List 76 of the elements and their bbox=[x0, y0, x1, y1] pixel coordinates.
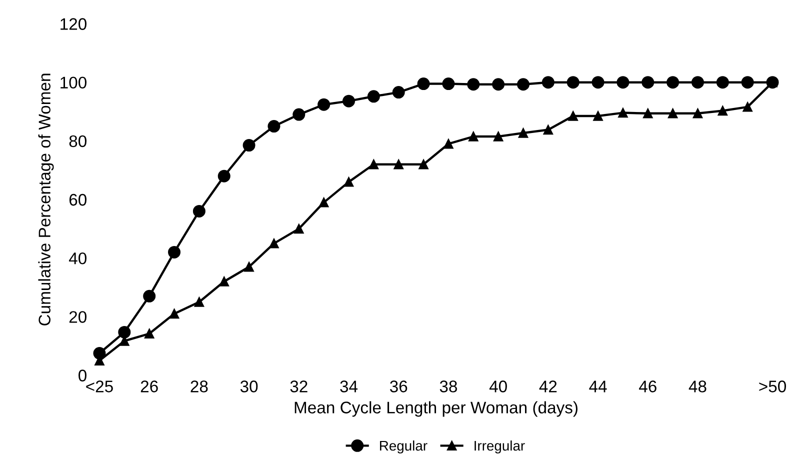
x-tick-label: 42 bbox=[539, 380, 557, 392]
point bbox=[492, 78, 505, 91]
x-tick-label: <25 bbox=[86, 380, 113, 392]
point bbox=[242, 139, 256, 152]
y-tick-label: 80 bbox=[69, 135, 86, 148]
point bbox=[144, 328, 154, 339]
point bbox=[518, 128, 528, 138]
point bbox=[543, 124, 554, 135]
point bbox=[342, 94, 356, 108]
point bbox=[268, 120, 280, 133]
point bbox=[516, 78, 530, 91]
point bbox=[566, 76, 580, 89]
point bbox=[618, 108, 628, 118]
y-tick-label: 40 bbox=[68, 252, 86, 264]
point bbox=[318, 198, 329, 208]
point bbox=[367, 90, 380, 103]
point bbox=[741, 76, 754, 89]
y-tick-label: 120 bbox=[60, 18, 86, 30]
point bbox=[493, 132, 504, 142]
point bbox=[668, 108, 678, 118]
point bbox=[442, 78, 455, 90]
y-tick-label: 100 bbox=[60, 76, 86, 89]
point bbox=[392, 86, 405, 99]
legend-label: Regular bbox=[380, 440, 428, 454]
point bbox=[169, 308, 180, 319]
point bbox=[194, 297, 204, 307]
point bbox=[542, 76, 554, 89]
x-tick-label: 38 bbox=[440, 380, 458, 392]
point bbox=[691, 76, 704, 89]
x-tick-label: 36 bbox=[390, 380, 408, 392]
point bbox=[616, 76, 630, 89]
x-tick-label: 32 bbox=[290, 380, 308, 392]
y-axis-title: Cumulative Percentage of Women bbox=[38, 74, 54, 326]
point bbox=[444, 138, 454, 149]
x-tick-label: 48 bbox=[688, 380, 706, 392]
x-tick-label: 44 bbox=[589, 380, 607, 392]
point bbox=[718, 106, 728, 116]
point bbox=[294, 224, 304, 234]
point bbox=[118, 326, 131, 338]
point bbox=[218, 170, 230, 182]
point bbox=[692, 108, 703, 118]
point bbox=[368, 159, 379, 170]
y-tick-label: 0 bbox=[78, 370, 86, 382]
x-tick-label: 30 bbox=[240, 380, 258, 392]
x-tick-label: 28 bbox=[190, 380, 208, 392]
point bbox=[643, 108, 653, 118]
point bbox=[192, 204, 206, 218]
point bbox=[143, 290, 156, 302]
point bbox=[592, 76, 604, 89]
y-tick-label: 20 bbox=[69, 311, 86, 323]
x-tick-label: >50 bbox=[759, 380, 786, 392]
point bbox=[666, 76, 680, 89]
point bbox=[716, 76, 729, 89]
point bbox=[394, 159, 404, 170]
point bbox=[244, 262, 254, 272]
point bbox=[168, 246, 181, 258]
point bbox=[219, 276, 229, 286]
point bbox=[742, 102, 752, 112]
y-tick-label: 60 bbox=[69, 194, 86, 206]
point bbox=[269, 238, 279, 248]
point bbox=[318, 98, 330, 111]
point bbox=[593, 111, 603, 121]
x-tick-label: 46 bbox=[639, 380, 656, 392]
point bbox=[568, 111, 578, 121]
point bbox=[418, 159, 428, 170]
point bbox=[292, 108, 306, 121]
point bbox=[417, 78, 430, 90]
point bbox=[468, 132, 478, 142]
point bbox=[344, 177, 354, 187]
point bbox=[467, 78, 480, 91]
x-tick-label: 26 bbox=[140, 380, 158, 392]
legend-label: Irregular bbox=[474, 440, 525, 454]
x-axis-title: Mean Cycle Length per Woman (days) bbox=[294, 401, 578, 417]
x-tick-label: 34 bbox=[340, 380, 358, 392]
point bbox=[642, 76, 654, 89]
x-tick-label: 40 bbox=[489, 380, 507, 392]
